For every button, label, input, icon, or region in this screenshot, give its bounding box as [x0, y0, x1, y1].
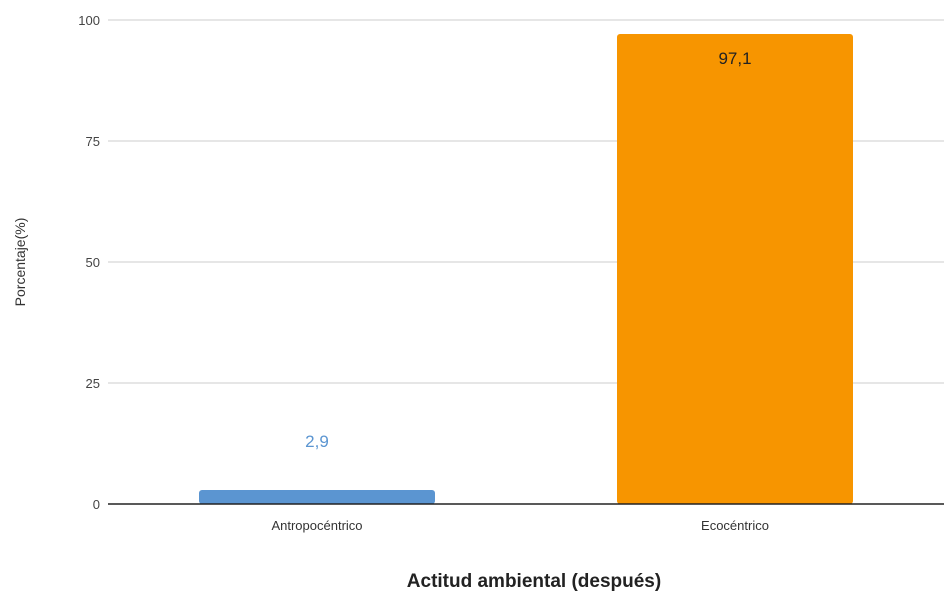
data-label: 2,9: [305, 432, 329, 451]
bars: [199, 34, 853, 504]
category-labels: Antropocéntrico Ecocéntrico: [271, 518, 768, 533]
y-tick-label: 0: [93, 497, 100, 512]
y-tick-label: 25: [86, 376, 100, 391]
y-tick-label: 50: [86, 255, 100, 270]
data-labels: 2,9 97,1: [305, 49, 751, 451]
category-label: Ecocéntrico: [701, 518, 769, 533]
y-tick-label: 100: [78, 13, 100, 28]
y-axis-label: Porcentaje(%): [12, 218, 28, 307]
x-axis-label: Actitud ambiental (después): [407, 571, 661, 592]
y-axis-ticks: 0 25 50 75 100: [78, 13, 100, 512]
category-label: Antropocéntrico: [271, 518, 362, 533]
bar: [199, 489, 435, 504]
y-tick-label: 75: [86, 134, 100, 149]
bar: [617, 34, 853, 504]
data-label: 97,1: [718, 49, 751, 68]
